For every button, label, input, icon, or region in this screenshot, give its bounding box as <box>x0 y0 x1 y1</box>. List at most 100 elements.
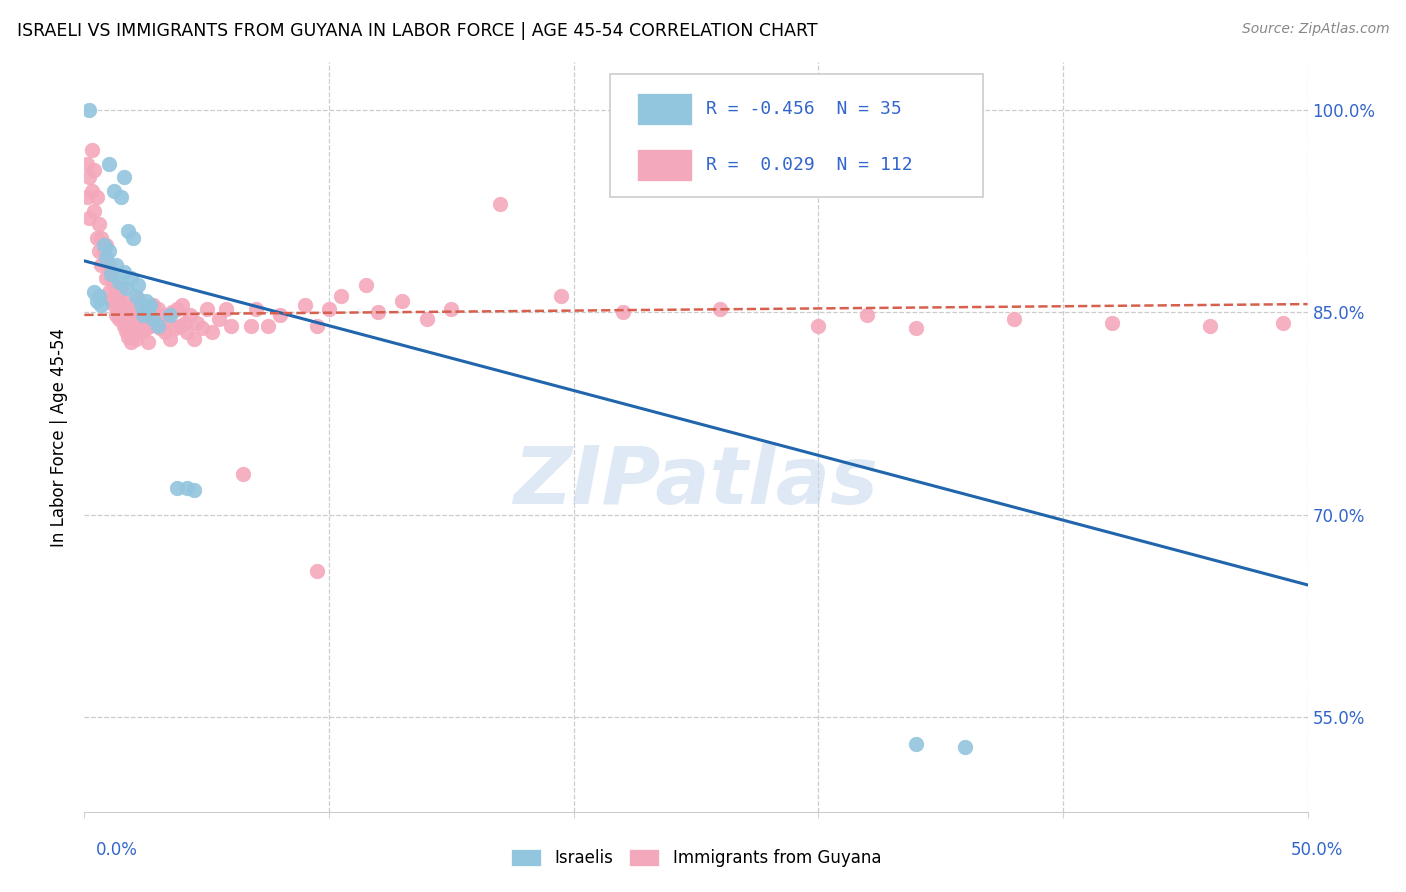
Point <box>135 294 157 309</box>
Point <box>183 332 205 346</box>
Point <box>90 231 112 245</box>
Point <box>86 231 108 245</box>
Point <box>132 312 155 326</box>
Point <box>112 318 135 333</box>
Point <box>143 316 166 330</box>
Point <box>550 289 572 303</box>
Point <box>97 157 120 171</box>
Point <box>200 326 222 340</box>
Point <box>139 318 162 333</box>
Point <box>173 316 195 330</box>
Point <box>83 203 105 218</box>
Text: ZIPatlas: ZIPatlas <box>513 443 879 521</box>
Point <box>112 294 135 309</box>
Point <box>159 308 181 322</box>
Point <box>172 298 194 312</box>
Point <box>105 258 128 272</box>
Point <box>97 258 120 272</box>
Point <box>115 324 138 338</box>
Point <box>856 308 879 322</box>
Point <box>93 237 115 252</box>
Point <box>142 298 165 312</box>
Point <box>153 326 176 340</box>
Point <box>87 289 110 303</box>
Point <box>100 294 122 309</box>
Point <box>305 318 328 333</box>
Point <box>100 271 122 285</box>
Point <box>1002 312 1025 326</box>
Text: Source: ZipAtlas.com: Source: ZipAtlas.com <box>1241 22 1389 37</box>
Point <box>103 278 125 293</box>
Point <box>90 298 112 312</box>
Point <box>1272 316 1295 330</box>
Text: 0.0%: 0.0% <box>96 840 138 858</box>
Point <box>162 305 184 319</box>
Point <box>103 184 125 198</box>
Point <box>129 302 152 317</box>
FancyBboxPatch shape <box>610 74 983 197</box>
Point <box>166 302 188 317</box>
Point <box>93 244 115 259</box>
Point <box>142 312 165 326</box>
Point <box>136 334 159 349</box>
Point <box>215 302 238 317</box>
Point <box>416 312 439 326</box>
Point <box>330 289 353 303</box>
Point <box>269 308 291 322</box>
Point <box>87 244 110 259</box>
Point <box>183 483 205 498</box>
Bar <box>637 149 692 181</box>
Point <box>120 316 142 330</box>
Point <box>807 318 830 333</box>
Bar <box>637 93 692 125</box>
Point <box>807 103 830 117</box>
Point <box>191 321 214 335</box>
Point <box>129 298 152 312</box>
Point <box>905 737 928 751</box>
Point <box>127 278 149 293</box>
Point <box>219 318 242 333</box>
Point <box>139 298 162 312</box>
Point <box>110 305 132 319</box>
Point <box>156 312 179 326</box>
Point <box>115 302 138 317</box>
Point <box>318 302 340 317</box>
Point <box>354 278 377 293</box>
Point <box>100 268 122 282</box>
Point <box>83 285 105 299</box>
Point <box>152 308 174 322</box>
Point <box>86 294 108 309</box>
Point <box>440 302 463 317</box>
Point <box>112 265 135 279</box>
Point <box>391 294 413 309</box>
Point <box>97 244 120 259</box>
Point <box>125 308 148 322</box>
Point <box>305 565 328 579</box>
Point <box>127 292 149 306</box>
Text: R =  0.029  N = 112: R = 0.029 N = 112 <box>706 156 912 174</box>
Point <box>136 305 159 319</box>
Text: ISRAELI VS IMMIGRANTS FROM GUYANA IN LABOR FORCE | AGE 45-54 CORRELATION CHART: ISRAELI VS IMMIGRANTS FROM GUYANA IN LAB… <box>17 22 817 40</box>
Point <box>117 329 139 343</box>
Point <box>169 318 191 333</box>
Point <box>159 332 181 346</box>
Point <box>77 103 100 117</box>
Point <box>146 318 169 333</box>
Point <box>96 237 118 252</box>
Point <box>83 163 105 178</box>
Point <box>132 308 155 322</box>
Point <box>146 302 169 317</box>
Point <box>709 302 731 317</box>
Point <box>97 285 120 299</box>
Point <box>90 258 112 272</box>
Point <box>96 251 118 265</box>
Point <box>77 170 100 185</box>
Point <box>149 321 172 335</box>
Point <box>112 170 135 185</box>
Point <box>905 321 928 335</box>
Point <box>117 308 139 322</box>
Point <box>127 318 149 333</box>
Point <box>1198 318 1220 333</box>
Point <box>367 305 389 319</box>
Point <box>110 281 132 295</box>
